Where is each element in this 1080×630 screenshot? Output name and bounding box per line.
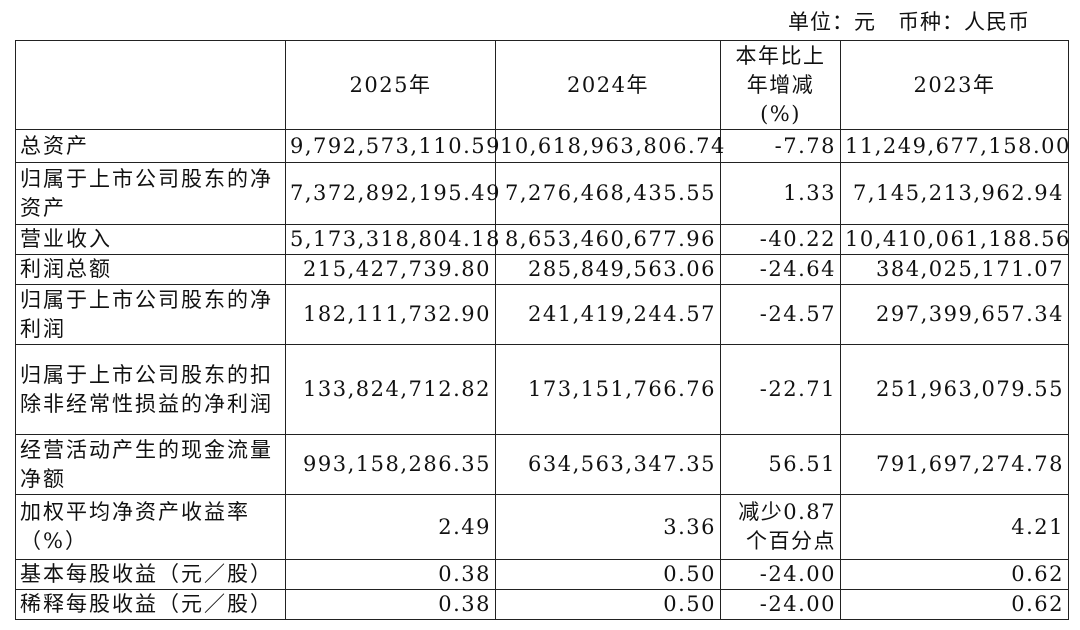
- header-row: 2025年 2024年 本年比上年增减(%) 2023年: [15, 40, 1069, 130]
- header-cell: 本年比上年增减(%): [720, 40, 841, 130]
- header-cell: [15, 40, 286, 130]
- value-cell: 0.50: [495, 559, 721, 590]
- table-row: 归属于上市公司股东的净利润 182,111,732.90 241,419,244.5…: [15, 284, 1069, 345]
- value-cell: 10,410,061,188.56: [840, 224, 1069, 255]
- value-cell: -24.64: [720, 254, 841, 285]
- row-label: 归属于上市公司股东的净利润: [15, 284, 286, 345]
- value-cell: 4.21: [840, 494, 1069, 560]
- value-cell: 993,158,286.35: [285, 434, 496, 495]
- row-label: 经营活动产生的现金流量净额: [15, 434, 286, 495]
- value-cell: 0.62: [840, 589, 1069, 620]
- value-cell: 7,276,468,435.55: [495, 162, 721, 225]
- value-cell: 0.38: [285, 559, 496, 590]
- value-cell: 7,372,892,195.49: [285, 162, 500, 225]
- row-label: 稀释每股收益（元／股）: [15, 589, 286, 620]
- value-cell: 5,173,318,804.18: [285, 224, 500, 255]
- row-label: 总资产: [15, 129, 286, 163]
- value-cell: 10,618,963,806.74: [495, 129, 724, 163]
- row-label: 营业收入: [15, 224, 286, 255]
- row-label: 加权平均净资产收益率（%）: [15, 494, 286, 560]
- value-cell: -24.00: [720, 589, 841, 620]
- value-cell: -24.57: [720, 284, 841, 345]
- value-cell: 56.51: [720, 434, 841, 495]
- header-cell: 2023年: [840, 40, 1069, 130]
- row-label: 基本每股收益（元／股）: [15, 559, 286, 590]
- table-row: 利润总额 215,427,739.80 285,849,563.06 -24.64 38…: [15, 254, 1069, 285]
- value-cell: 241,419,244.57: [495, 284, 721, 345]
- table-row: 加权平均净资产收益率（%） 2.49 3.36 减少0.87个百分点 4.21: [15, 494, 1069, 560]
- table-row: 营业收入 5,173,318,804.18 8,653,460,677.96 -40.…: [15, 224, 1069, 255]
- value-cell: 285,849,563.06: [495, 254, 721, 285]
- table-row: 基本每股收益（元／股） 0.38 0.50 -24.00 0.62: [15, 559, 1069, 590]
- table-body: 2025年 2024年 本年比上年增减(%) 2023年 总资产 9,792,573,11…: [15, 40, 1069, 620]
- value-cell: 215,427,739.80: [285, 254, 496, 285]
- value-cell: 634,563,347.35: [495, 434, 721, 495]
- value-cell: 297,399,657.34: [840, 284, 1069, 345]
- value-cell: 2.49: [285, 494, 496, 560]
- data-table: 2025年 2024年 本年比上年增减(%) 2023年 总资产 9,792,573,11…: [15, 40, 1069, 620]
- table-row: 归属于上市公司股东的净资产 7,372,892,195.49 7,276,468,4…: [15, 162, 1069, 225]
- value-cell: 7,145,213,962.94: [840, 162, 1069, 225]
- table-row: 稀释每股收益（元／股） 0.38 0.50 -24.00 0.62: [15, 589, 1069, 620]
- value-cell: 173,151,766.76: [495, 344, 721, 435]
- header-cell: 2024年: [495, 40, 721, 130]
- value-cell: 9,792,573,110.59: [285, 129, 500, 163]
- value-cell: 3.36: [495, 494, 721, 560]
- value-cell: 791,697,274.78: [840, 434, 1069, 495]
- value-cell: 0.50: [495, 589, 721, 620]
- header-cell: 2025年: [285, 40, 496, 130]
- table-row: 归属于上市公司股东的扣除非经常性损益的净利润 133,824,712.82 173,…: [15, 344, 1069, 435]
- value-cell: 0.62: [840, 559, 1069, 590]
- value-cell: 384,025,171.07: [840, 254, 1069, 285]
- value-cell: -7.78: [720, 129, 841, 163]
- value-cell: 251,963,079.55: [840, 344, 1069, 435]
- unit-line: 单位：元 币种：人民币: [788, 10, 1030, 34]
- value-cell: -22.71: [720, 344, 841, 435]
- value-cell: 11,249,677,158.00: [840, 129, 1069, 163]
- value-cell: -40.22: [720, 224, 841, 255]
- table-row: 总资产 9,792,573,110.59 10,618,963,806.74 -7.7…: [15, 129, 1069, 163]
- row-label: 利润总额: [15, 254, 286, 285]
- value-cell: 减少0.87个百分点: [720, 494, 841, 560]
- value-cell: -24.00: [720, 559, 841, 590]
- value-cell: 0.38: [285, 589, 496, 620]
- value-cell: 133,824,712.82: [285, 344, 496, 435]
- value-cell: 8,653,460,677.96: [495, 224, 721, 255]
- value-cell: 182,111,732.90: [285, 284, 496, 345]
- row-label: 归属于上市公司股东的净资产: [15, 162, 286, 225]
- value-cell: 1.33: [720, 162, 841, 225]
- table-row: 经营活动产生的现金流量净额 993,158,286.35 634,563,347.3…: [15, 434, 1069, 495]
- row-label: 归属于上市公司股东的扣除非经常性损益的净利润: [15, 344, 286, 435]
